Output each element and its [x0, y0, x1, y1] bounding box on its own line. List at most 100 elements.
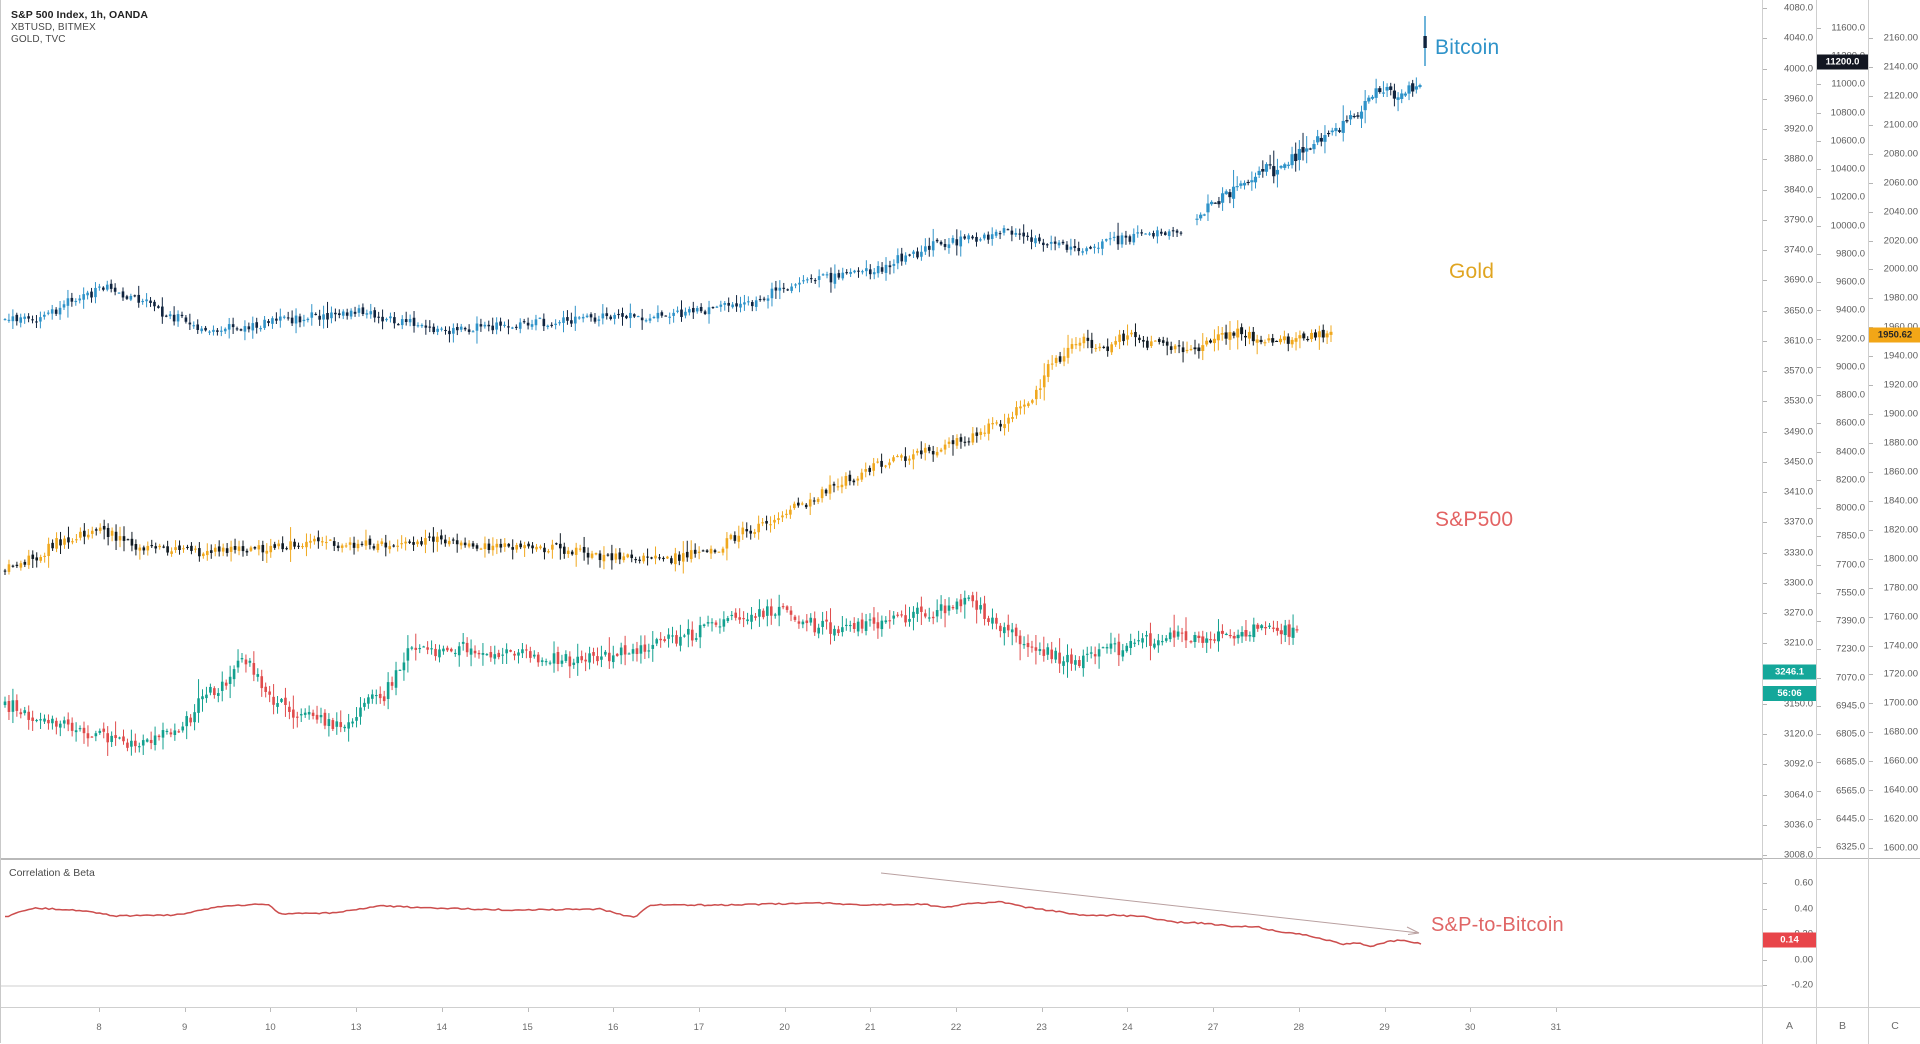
- axis-tick-mark: [1869, 616, 1873, 618]
- axis-tick-label: 10200.0: [1830, 191, 1865, 203]
- axis-tick-mark: [1817, 225, 1821, 227]
- axis-tick-mark: [1763, 824, 1767, 826]
- correlation-pane-title: Correlation & Beta: [9, 867, 95, 879]
- axis-tick-mark: [1817, 140, 1821, 142]
- axis-tick-mark: [1869, 732, 1873, 734]
- legend-line-primary: S&P 500 Index, 1h, OANDA: [11, 9, 148, 21]
- axis-tick-mark: [1869, 385, 1873, 387]
- axis-tick-mark: [1869, 153, 1873, 155]
- time-axis-tick: [99, 1008, 100, 1012]
- axis-tick-label: 1980.00: [1883, 292, 1918, 304]
- axis-tick-label: 11600.0: [1831, 22, 1865, 34]
- axis-tick-mark: [1869, 269, 1873, 271]
- axis-tick-label: 7550.0: [1835, 587, 1865, 599]
- correlation-pane[interactable]: Correlation & Beta: [1, 859, 1762, 1008]
- axis-tick-label: 3270.0: [1783, 607, 1813, 619]
- legend-line-gold: GOLD, TVC: [11, 34, 66, 45]
- time-axis-label: 30: [1464, 1022, 1476, 1033]
- axis-tick-label: 6685.0: [1835, 756, 1865, 768]
- time-axis-label: 23: [1036, 1022, 1047, 1033]
- axis-tick-label: 2080.00: [1883, 148, 1918, 160]
- time-axis-tick: [441, 1008, 443, 1012]
- axis-tick-mark: [1817, 310, 1821, 312]
- axis-tick-mark: [1817, 564, 1821, 566]
- time-axis-label: 31: [1550, 1022, 1562, 1033]
- axis-tick-label: 3120.0: [1783, 728, 1813, 740]
- axis-tick-label: 1820.00: [1883, 524, 1918, 536]
- axis-tick-label: 3610.0: [1783, 335, 1813, 347]
- axis-tick-label: 11000.0: [1831, 78, 1865, 90]
- axis-tick-label: 1800.00: [1883, 553, 1918, 565]
- axis-tick-label: 3650.0: [1783, 305, 1813, 316]
- time-axis[interactable]: A B C 8 9 10 13 14 15 16 17 20 21 22 23 24 27 28 29 30 31: [1, 1007, 1920, 1044]
- time-axis-tick: [1213, 1008, 1215, 1012]
- axis-tick-label: 3210.0: [1783, 637, 1813, 649]
- time-axis-tick: [1470, 1008, 1472, 1012]
- axis-tick-mark: [1763, 401, 1767, 403]
- axis-tick-label: 2000.00: [1883, 263, 1918, 275]
- axis-tick-mark: [1763, 794, 1767, 796]
- axis-tick-mark: [1763, 959, 1767, 961]
- axis-tick-label: 3064.0: [1783, 789, 1813, 800]
- time-axis-label: 29: [1379, 1022, 1390, 1033]
- axis-tick-label: -0.20: [1791, 979, 1813, 991]
- axis-tick-mark: [1869, 819, 1873, 821]
- axis-tick-mark: [1763, 734, 1767, 735]
- axis-tick-mark: [1817, 847, 1821, 848]
- axis-tick-mark: [1763, 764, 1767, 766]
- time-axis-tick: [870, 1008, 872, 1012]
- axis-tick-mark: [1869, 182, 1873, 184]
- axis-tick-label: 7390.0: [1835, 615, 1865, 627]
- axis-tick-mark: [1817, 423, 1821, 425]
- main-series-canvas: [3, 16, 1427, 756]
- axis-tick-mark: [1869, 703, 1873, 705]
- axis-tick-mark: [1869, 558, 1873, 560]
- axis-tick-mark: [1869, 471, 1873, 473]
- axis-tick-mark: [1869, 38, 1873, 39]
- axis-tick-mark: [1869, 66, 1873, 68]
- axis-tick-mark: [1817, 592, 1821, 594]
- axis-tick-mark: [1763, 250, 1767, 251]
- legend-line-bitcoin: XBTUSD, BITMEX: [11, 21, 96, 33]
- bar-countdown-label: 56:06: [1763, 686, 1816, 701]
- axis-tick-mark: [1763, 643, 1767, 645]
- gold-tail-candles: [1193, 320, 1333, 361]
- axis-tick-mark: [1763, 855, 1767, 856]
- time-axis-label: 27: [1207, 1022, 1219, 1033]
- downtrend-arrow-annotation[interactable]: [880, 872, 1420, 935]
- axis-tick-label: 1860.00: [1883, 466, 1918, 478]
- current-price-label: 1950.62: [1869, 327, 1920, 343]
- axis-tick-label: 2100.00: [1883, 119, 1918, 131]
- scale-tab-b[interactable]: B: [1816, 1008, 1868, 1044]
- axis-tick-label: 9000.0: [1835, 361, 1865, 373]
- axis-tick-label: 0.40: [1794, 903, 1814, 914]
- axis-tick-label: 3740.0: [1783, 244, 1813, 256]
- axis-tick-mark: [1869, 298, 1873, 300]
- axis-tick-label: 1640.00: [1883, 784, 1918, 796]
- bitcoin-breakout-candles: [1195, 77, 1422, 226]
- axis-tick-mark: [1817, 762, 1821, 764]
- time-axis-tick: [613, 1008, 615, 1012]
- axis-tick-label: 4080.0: [1783, 2, 1813, 14]
- axis-tick-label: 2060.00: [1883, 177, 1918, 189]
- axis-tick-mark: [1763, 310, 1767, 312]
- time-axis-label: 21: [865, 1022, 876, 1033]
- axis-tick-mark: [1763, 883, 1767, 884]
- price-axis-a[interactable]: 4080.0 4040.0 4000.0 3960.0 3920.0 3880.0 3840…: [1762, 0, 1816, 1007]
- price-axis-b[interactable]: 11600.0 11200.0 11000.0 10800.0 10600.0 10400…: [1816, 0, 1868, 1007]
- time-axis-tick: [1555, 1008, 1557, 1012]
- axis-tick-label: 1900.00: [1883, 408, 1918, 420]
- scale-tab-a[interactable]: A: [1762, 1008, 1816, 1044]
- correlation-series-canvas: [1, 872, 1762, 987]
- axis-tick-mark: [1869, 848, 1873, 849]
- scale-tab-c[interactable]: C: [1868, 1008, 1920, 1044]
- time-axis-label: 16: [607, 1022, 619, 1033]
- main-chart-pane[interactable]: S&P 500 Index, 1h, OANDA XBTUSD, BITMEX …: [1, 0, 1762, 858]
- axis-tick-mark: [1817, 197, 1821, 199]
- axis-tick-mark: [1817, 818, 1821, 820]
- axis-tick-mark: [1763, 985, 1767, 986]
- axis-tick-label: 6565.0: [1835, 785, 1865, 797]
- axis-tick-mark: [1763, 552, 1767, 554]
- price-axis-c[interactable]: 2160.00 2140.00 2120.00 2100.00 2080.00 2060.…: [1868, 0, 1920, 1007]
